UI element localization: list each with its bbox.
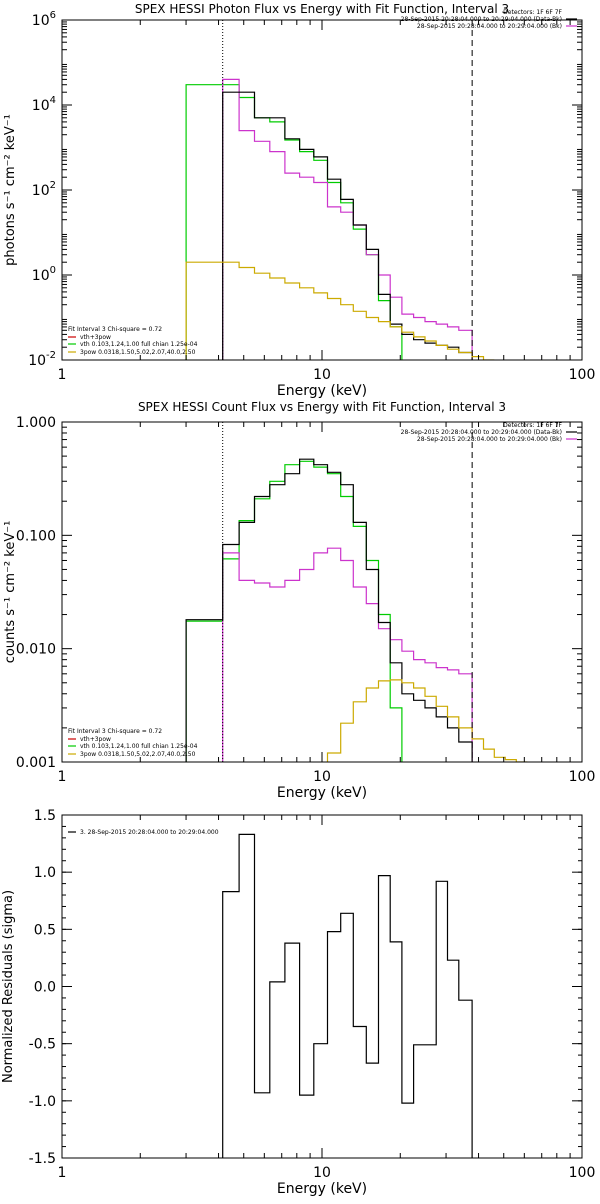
series-line-3 <box>185 261 495 360</box>
y-tick-label: -1.0 <box>29 1094 56 1110</box>
header-line: Detectors: 1F 6F 7F <box>503 9 562 16</box>
legend-label: 3pow 0.0318,1.50,5.02,2.07,40.0,2.50 <box>80 349 196 356</box>
residuals-panel: 1 10 100 -1.5 -1.0 -0.5 0.0 0.5 1.0 1.5 Energy (ke… <box>1 808 595 1197</box>
y-tick-label: 0.0 <box>34 980 56 996</box>
legend-label: vth+3pow <box>80 334 111 341</box>
header-line: 28-Sep-2015 20:28:04.000 to 20:29:04.000… <box>401 429 562 436</box>
x-axis-label: Energy (keV) <box>277 383 367 399</box>
series-line-0 <box>222 833 473 1158</box>
x-tick-label: 10 <box>313 769 331 785</box>
series-line-0 <box>185 460 403 762</box>
x-tick-label: 1 <box>58 769 67 785</box>
y-axis-label: counts s⁻¹ cm⁻² keV⁻¹ <box>3 521 18 664</box>
x-tick-label: 1 <box>58 367 67 383</box>
y-tick-label: 102 <box>32 180 56 199</box>
y-tick-label: -1.5 <box>29 1151 56 1167</box>
chart-title: SPEX HESSI Count Flux vs Energy with Fit… <box>138 400 506 414</box>
legend-label: 3pow 0.0318,1.50,5.02,2.07,40.0,2.50 <box>80 751 196 758</box>
legend-title: Fit Interval 3 Chi-square = 0.72 <box>68 728 162 735</box>
header-line: 28-Sep-2015 20:28:04.000 to 20:29:04.000… <box>417 436 562 443</box>
series-line-0 <box>185 84 403 360</box>
x-tick-label: 100 <box>569 769 596 785</box>
legend-label: 3. 28-Sep-2015 20:28:04.000 to 20:29:04.… <box>80 829 219 836</box>
legend-label: vth+3pow <box>80 736 111 743</box>
x-axis-label: Energy (keV) <box>277 1181 367 1197</box>
chart-title: SPEX HESSI Photon Flux vs Energy with Fi… <box>135 2 509 16</box>
plot-area <box>185 458 528 762</box>
x-tick-label: 100 <box>569 1165 596 1181</box>
y-tick-label: 1.0 <box>34 865 56 881</box>
header-line: 28-Sep-2015 20:28:04.000 to 20:29:04.000… <box>417 23 562 30</box>
y-tick-label: 104 <box>32 95 56 114</box>
y-axis-label: Normalized Residuals (sigma) <box>1 890 16 1083</box>
header-line: 28-Sep-2015 20:28:04.000 to 20:29:04.000… <box>401 16 562 23</box>
series-line-3 <box>326 679 528 762</box>
series-line-1 <box>222 547 473 762</box>
count-flux-panel: 1 10 100 0.001 0.010 0.100 1.000 SPEX HESSI Cou… <box>3 400 595 801</box>
legend-label: vth 0.103,1.24,1.00 full chian 1.25e-04 <box>80 743 198 750</box>
plot-frame <box>61 814 583 1159</box>
y-tick-label: 0.010 <box>16 642 56 658</box>
y-tick-label: 0.5 <box>34 922 56 938</box>
y-tick-label: 1.000 <box>16 415 56 431</box>
series-line-2 <box>222 91 473 360</box>
y-tick-label: 1.5 <box>34 808 56 824</box>
plot-area <box>222 833 473 1158</box>
photon-flux-panel: 1 10 100 10-2 100 102 104 106 SPEX HESSI Photon … <box>3 2 595 399</box>
series-line-1 <box>222 78 473 360</box>
y-tick-label: 10-2 <box>28 350 56 369</box>
x-axis-label: Energy (keV) <box>277 785 367 801</box>
header-line: Detectors: 1F 6F 7F <box>503 422 562 429</box>
y-axis-label: photons s⁻¹ cm⁻² keV⁻¹ <box>3 114 18 266</box>
y-tick-label: -0.5 <box>29 1037 56 1053</box>
x-tick-label: 10 <box>313 1165 331 1181</box>
plot-frame <box>61 421 583 763</box>
legend-label: vth 0.103,1.24,1.00 full chian 1.25e-04 <box>80 341 198 348</box>
y-tick-label: 106 <box>32 10 56 29</box>
legend-title: Fit Interval 3 Chi-square = 0.72 <box>68 326 162 333</box>
x-tick-label: 10 <box>313 367 331 383</box>
y-tick-label: 100 <box>32 265 56 284</box>
y-tick-label: 0.001 <box>16 755 56 771</box>
y-tick-label: 0.100 <box>16 528 56 544</box>
x-tick-label: 1 <box>58 1165 67 1181</box>
plot-area <box>185 78 495 360</box>
plot-frame <box>61 19 583 361</box>
x-tick-label: 100 <box>569 367 596 383</box>
series-line-2 <box>185 458 473 762</box>
